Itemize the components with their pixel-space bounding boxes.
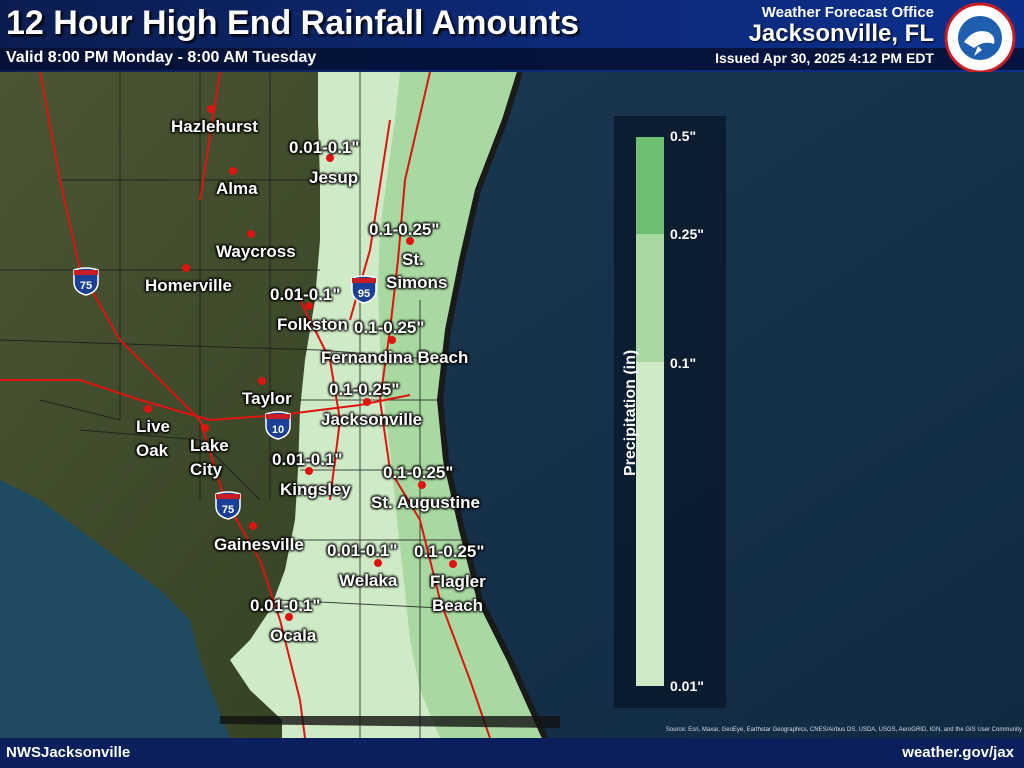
shield-label: 75: [80, 280, 92, 292]
map-title: 12 Hour High End Rainfall Amounts: [6, 4, 579, 42]
city-marker-gainesville: [249, 522, 257, 530]
city-label-live-oak-1: Live: [136, 417, 171, 436]
city-marker-welaka: [374, 559, 382, 567]
interstate-75-shield-south: 75: [215, 491, 241, 520]
city-label-hazlehurst: Hazlehurst: [171, 117, 258, 136]
legend-title: Precipitation (in): [622, 349, 639, 476]
amount-label-folkston: 0.01-0.1": [270, 285, 341, 304]
bottom-band: [220, 716, 560, 728]
amount-label-ocala: 0.01-0.1": [250, 596, 321, 615]
valid-bar: [0, 48, 1024, 70]
legend-band-high: [636, 137, 664, 234]
legend-band-light: [636, 362, 664, 686]
shield-label: 75: [222, 504, 234, 516]
map-source-credit: Source: Esri, Maxar, GeoEye, Earthstar G…: [665, 727, 1022, 733]
city-label-lake-city-2: City: [190, 460, 223, 479]
nws-logo-icon: [944, 2, 1016, 74]
city-marker-ocala: [285, 613, 293, 621]
shield-label: 95: [358, 288, 370, 300]
legend-label-0-25: 0.25": [670, 226, 704, 242]
city-label-homerville: Homerville: [145, 276, 232, 295]
city-label-jacksonville: Jacksonville: [321, 410, 423, 429]
city-label-jesup: Jesup: [309, 168, 359, 187]
city-label-flagler-2: Beach: [432, 596, 484, 615]
city-label-gainesville: Gainesville: [214, 535, 304, 554]
legend-panel: [614, 116, 726, 708]
city-marker-lake-city: [201, 424, 209, 432]
rainfall-map: [0, 72, 1024, 738]
city-label-taylor: Taylor: [242, 389, 292, 408]
city-label-st-simons-2: Simons: [386, 273, 448, 292]
city-marker-st-simons: [406, 237, 414, 245]
city-label-welaka: Welaka: [339, 571, 398, 590]
valid-period: Valid 8:00 PM Monday - 8:00 AM Tuesday: [6, 49, 317, 66]
legend-label-0-1: 0.1": [670, 355, 697, 371]
amount-label-jesup: 0.01-0.1": [289, 138, 360, 157]
city-marker-jesup: [326, 154, 334, 162]
city-marker-live-oak: [144, 405, 152, 413]
city-marker-jacksonville: [363, 398, 371, 406]
city-marker-flagler: [449, 560, 457, 568]
legend-label-0-5: 0.5": [670, 128, 697, 144]
city-marker-alma: [229, 167, 237, 175]
city-marker-hazlehurst: [207, 105, 215, 113]
interstate-95-shield: 95: [351, 275, 377, 304]
city-label-st-augustine: St. Augustine: [371, 493, 480, 512]
amount-label-welaka: 0.01-0.1": [327, 541, 398, 560]
office-name: Weather Forecast Office: [761, 4, 934, 21]
city-marker-homerville: [182, 264, 190, 272]
city-label-lake-city-1: Lake: [190, 436, 229, 455]
shield-label: 10: [272, 424, 284, 436]
city-marker-st-augustine: [418, 481, 426, 489]
city-marker-taylor: [258, 377, 266, 385]
city-label-live-oak-2: Oak: [136, 441, 169, 460]
city-label-kingsley: Kingsley: [280, 480, 351, 499]
issued-time: Issued Apr 30, 2025 4:12 PM EDT: [715, 50, 934, 66]
footer-website: weather.gov/jax: [902, 744, 1014, 761]
amount-label-st-simons: 0.1-0.25": [369, 220, 440, 239]
office-city: Jacksonville, FL: [748, 20, 934, 47]
footer-social-handle: NWSJacksonville: [6, 744, 131, 761]
interstate-75-shield-north: 75: [73, 267, 99, 296]
amount-label-fernandina: 0.1-0.25": [354, 318, 425, 337]
amount-label-st-augustine: 0.1-0.25": [383, 463, 454, 482]
amount-label-flagler: 0.1-0.25": [414, 542, 485, 561]
city-marker-fernandina: [388, 336, 396, 344]
city-label-ocala: Ocala: [270, 626, 317, 645]
city-marker-folkston: [305, 302, 313, 310]
city-label-fernandina: Fernandina Beach: [321, 348, 469, 367]
city-label-alma: Alma: [216, 179, 258, 198]
city-marker-kingsley: [305, 467, 313, 475]
legend-band-medium: [636, 234, 664, 362]
city-label-folkston: Folkston: [277, 315, 348, 334]
city-marker-waycross: [247, 230, 255, 238]
amount-label-jacksonville: 0.1-0.25": [329, 380, 400, 399]
footer-bar: [0, 738, 1024, 768]
city-label-waycross: Waycross: [216, 242, 296, 261]
city-label-st-simons-1: St.: [402, 250, 424, 269]
amount-label-kingsley: 0.01-0.1": [272, 450, 343, 469]
city-label-flagler-1: Flagler: [430, 572, 486, 591]
legend-label-0-01: 0.01": [670, 678, 704, 694]
interstate-10-shield: 10: [265, 411, 291, 440]
